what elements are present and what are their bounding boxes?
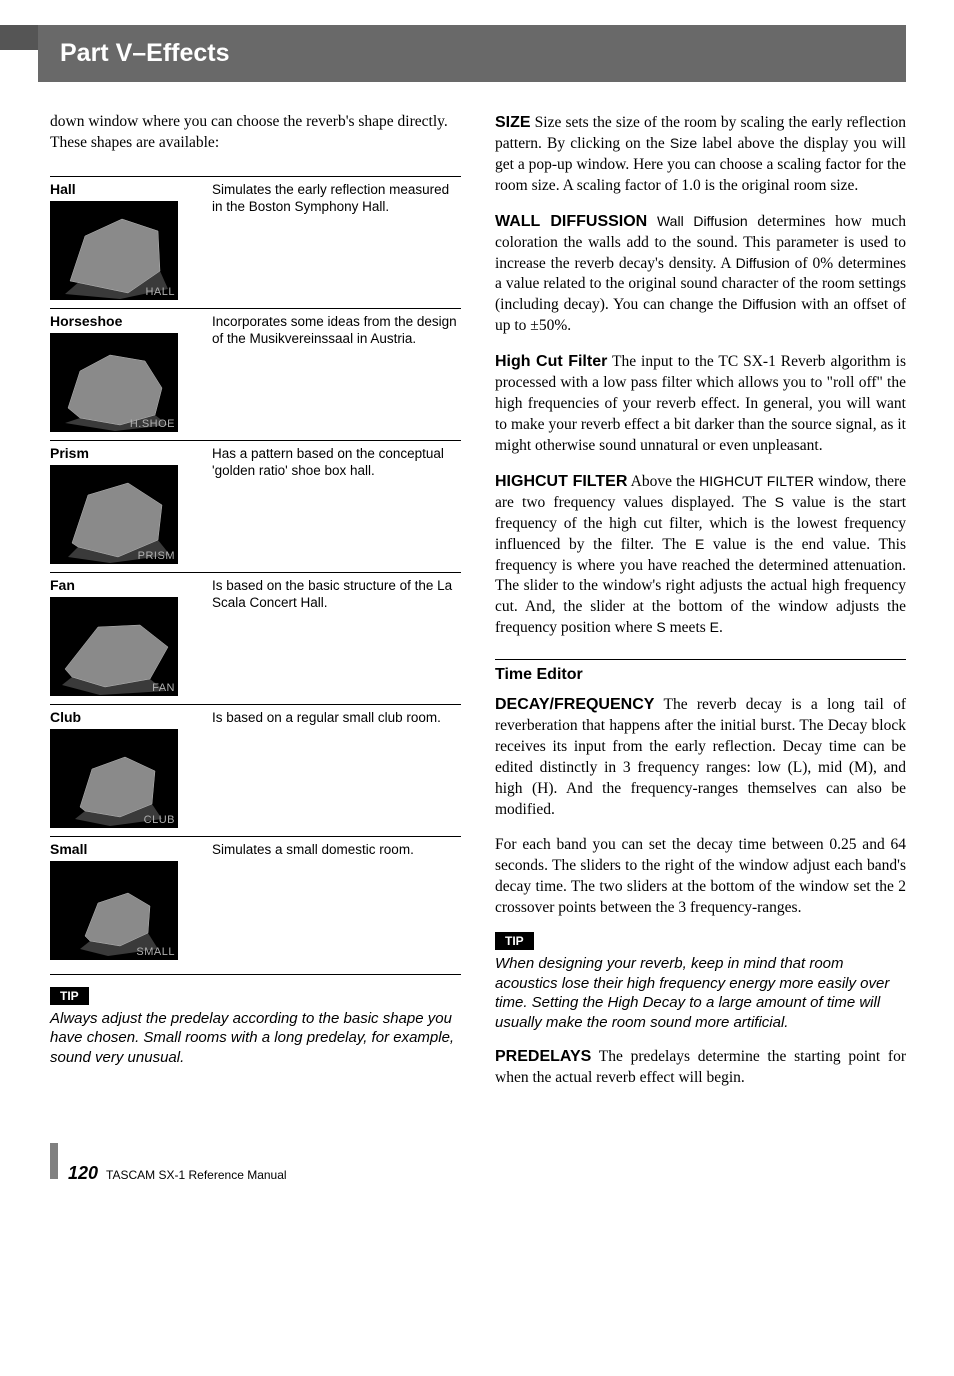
shape-label: Prism — [50, 445, 200, 461]
shape-row: Small SMALL Simulates a small domestic roo… — [50, 836, 461, 968]
content-columns: down window where you can choose the rev… — [0, 82, 954, 1103]
shape-row: Fan FAN Is based on the basic structure of… — [50, 572, 461, 704]
page-footer: 120 TASCAM SX-1 Reference Manual — [0, 1143, 954, 1184]
shape-thumb-label: PRISM — [138, 550, 175, 562]
shape-thumbnail: HALL — [50, 201, 178, 300]
shape-cell-left: Horseshoe H.SHOE — [50, 313, 200, 440]
page-tab — [0, 25, 38, 50]
shape-label: Horseshoe — [50, 313, 200, 329]
predelays-heading: PREDELAYS — [495, 1048, 591, 1065]
shape-cell-left: Prism PRISM — [50, 445, 200, 572]
body-text: Above the — [627, 473, 699, 490]
wall-diffusion-param: WALL DIFFUSSION Wall Diffusion determine… — [495, 211, 906, 338]
shape-thumbnail: H.SHOE — [50, 333, 178, 432]
shape-thumb-label: HALL — [145, 286, 175, 298]
shape-description: Incorporates some ideas from the design … — [212, 313, 461, 440]
inline-term: E — [695, 536, 704, 552]
shape-cell-left: Club CLUB — [50, 709, 200, 836]
shape-thumb-label: H.SHOE — [130, 418, 175, 430]
shape-cell-left: Fan FAN — [50, 577, 200, 704]
shape-row: Prism PRISM Has a pattern based on the con… — [50, 440, 461, 572]
shape-thumbnail: CLUB — [50, 729, 178, 828]
shape-row: Hall HALL Simulates the early reflection m… — [50, 176, 461, 308]
shape-label: Small — [50, 841, 200, 857]
highcut-heading: High Cut Filter — [495, 353, 607, 370]
size-param: SIZE Size sets the size of the room by s… — [495, 112, 906, 197]
part-title: Part V–Effects — [38, 25, 906, 82]
shape-thumb-label: FAN — [152, 682, 175, 694]
decay-param: DECAY/FREQUENCY The reverb decay is a lo… — [495, 694, 906, 821]
inline-term: Diffusion — [742, 296, 796, 312]
inline-term: E — [710, 619, 719, 635]
inline-term: S — [775, 494, 784, 510]
footer-accent — [50, 1143, 58, 1179]
shape-thumbnail: FAN — [50, 597, 178, 696]
predelays-param: PREDELAYS The predelays determine the st… — [495, 1046, 906, 1089]
tip-text: Always adjust the predelay according to … — [50, 1009, 461, 1068]
shape-label: Fan — [50, 577, 200, 593]
shape-cell-left: Small SMALL — [50, 841, 200, 968]
shape-cell-left: Hall HALL — [50, 181, 200, 308]
size-heading: SIZE — [495, 114, 531, 131]
shape-description: Is based on the basic structure of the L… — [212, 577, 461, 704]
footer-title: TASCAM SX-1 Reference Manual — [106, 1168, 287, 1182]
shape-label: Club — [50, 709, 200, 725]
time-editor-heading: Time Editor — [495, 666, 906, 684]
right-column: SIZE Size sets the size of the room by s… — [495, 112, 906, 1103]
tip-badge: TIP — [495, 932, 534, 950]
highcutfilter-param: HIGHCUT FILTER Above the HIGHCUT FILTER … — [495, 471, 906, 639]
inline-term: Wall Diffusion — [657, 213, 748, 229]
body-text: The reverb decay is a long tail of rever… — [495, 696, 906, 818]
inline-term: S — [656, 619, 665, 635]
decay-detail: For each band you can set the decay time… — [495, 835, 906, 919]
shape-thumbnail: SMALL — [50, 861, 178, 960]
inline-term: Diffusion — [736, 255, 790, 271]
page-number: 120 — [68, 1163, 98, 1184]
tip-badge: TIP — [50, 987, 89, 1005]
left-column: down window where you can choose the rev… — [50, 112, 461, 1103]
page: Part V–Effects down window where you can… — [0, 25, 954, 1376]
tip-block: TIP Always adjust the predelay according… — [50, 987, 461, 1068]
inline-term: HIGHCUT FILTER — [699, 473, 814, 489]
decay-heading: DECAY/FREQUENCY — [495, 696, 654, 713]
shape-thumb-label: SMALL — [136, 946, 175, 958]
intro-text: down window where you can choose the rev… — [50, 112, 461, 154]
shape-description: Is based on a regular small club room. — [212, 709, 461, 836]
shape-row: Club CLUB Is based on a regular small club… — [50, 704, 461, 836]
tip-block: TIP When designing your reverb, keep in … — [495, 932, 906, 1032]
divider — [50, 974, 461, 975]
body-text: . — [719, 619, 723, 636]
divider — [495, 659, 906, 660]
shape-row: Horseshoe H.SHOE Incorporates some ideas f… — [50, 308, 461, 440]
inline-term: Size — [670, 135, 697, 151]
shape-label: Hall — [50, 181, 200, 197]
shape-thumb-label: CLUB — [144, 814, 175, 826]
shape-description: Simulates the early reflection measured … — [212, 181, 461, 308]
highcut-param: High Cut Filter The input to the TC SX-1… — [495, 351, 906, 457]
shape-description: Simulates a small domestic room. — [212, 841, 461, 968]
tip-text: When designing your reverb, keep in mind… — [495, 954, 906, 1032]
shape-description: Has a pattern based on the conceptual 'g… — [212, 445, 461, 572]
wall-heading: WALL DIFFUSSION — [495, 213, 647, 230]
body-text: meets — [666, 619, 710, 636]
shape-thumbnail: PRISM — [50, 465, 178, 564]
highcutfilter-heading: HIGHCUT FILTER — [495, 473, 627, 490]
shapes-table: Hall HALL Simulates the early reflection m… — [50, 176, 461, 968]
